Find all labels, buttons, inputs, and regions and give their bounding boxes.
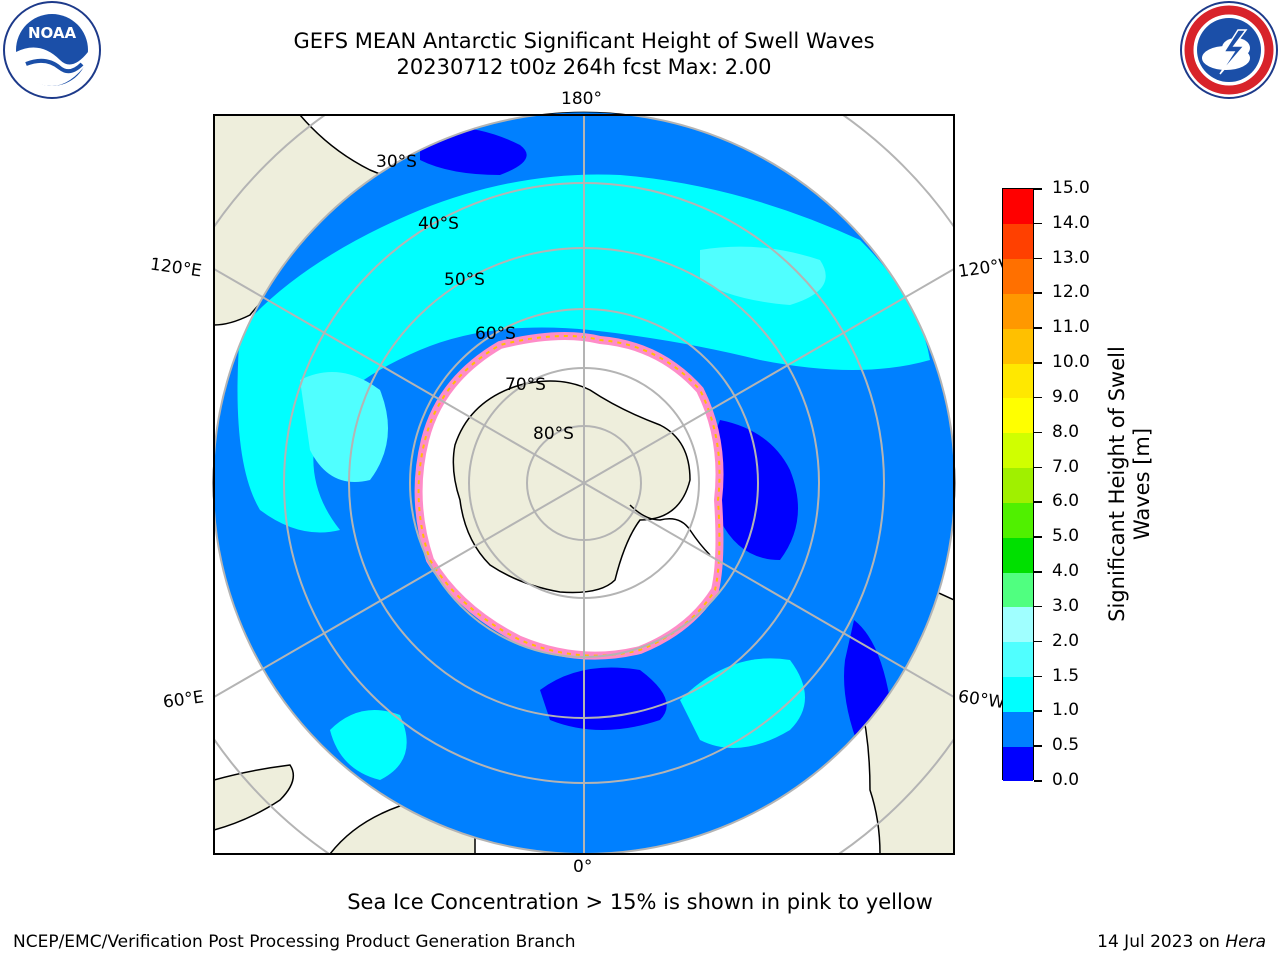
colorbar-segment <box>1003 432 1033 469</box>
nws-logo <box>1180 1 1278 99</box>
colorbar-tick-label: 2.0 <box>1052 630 1080 651</box>
colorbar-tick-label: 4.0 <box>1052 561 1080 582</box>
map-frame <box>213 114 955 855</box>
colorbar-tick <box>1034 780 1042 782</box>
colorbar-segment <box>1003 328 1033 364</box>
colorbar-tick-label: 10.0 <box>1052 352 1090 373</box>
colorbar-tick <box>1034 188 1042 190</box>
graticule <box>214 115 954 854</box>
colorbar-tick-label: 6.0 <box>1052 491 1080 512</box>
colorbar <box>1002 188 1034 782</box>
colorbar-tick-label: 1.5 <box>1052 665 1080 686</box>
colorbar-tick <box>1034 257 1042 260</box>
colorbar-tick-label: 15.0 <box>1052 178 1090 198</box>
colorbar-tick-label: 8.0 <box>1052 421 1080 442</box>
colorbar-tick <box>1034 710 1042 712</box>
colorbar-segment <box>1003 711 1033 747</box>
colorbar-segment <box>1003 363 1033 399</box>
colorbar-tick <box>1034 640 1042 643</box>
colorbar-tick <box>1034 362 1042 364</box>
colorbar-tick <box>1034 571 1042 573</box>
colorbar-tick <box>1034 675 1042 678</box>
colorbar-tick <box>1034 292 1042 294</box>
lat-label-40s: 40°S <box>418 214 459 234</box>
colorbar-segment <box>1003 676 1033 712</box>
colorbar-tick <box>1034 605 1042 608</box>
colorbar-tick <box>1034 745 1042 747</box>
colorbar-title: Significant Height of Swell Waves [m] <box>1105 346 1154 622</box>
sea-ice-footnote: Sea Ice Concentration > 15% is shown in … <box>347 890 933 914</box>
footer-date-text: 14 Jul 2023 on <box>1097 932 1226 952</box>
colorbar-tick <box>1034 466 1042 469</box>
colorbar-segment <box>1003 397 1033 434</box>
colorbar-tick-label: 7.0 <box>1052 456 1080 477</box>
chart-subtitle: 20230712 t00z 264h fcst Max: 2.00 <box>396 55 772 79</box>
footer-credit: NCEP/EMC/Verification Post Processing Pr… <box>13 932 576 952</box>
colorbar-segment <box>1003 223 1033 260</box>
colorbar-tick <box>1034 536 1042 538</box>
colorbar-tick <box>1034 396 1042 399</box>
colorbar-tick-label: 14.0 <box>1052 212 1090 233</box>
noaa-logo-text: NOAA <box>28 24 77 42</box>
colorbar-segment <box>1003 537 1033 573</box>
noaa-logo: NOAA <box>3 1 101 99</box>
lon-label-180: 180° <box>561 89 602 109</box>
colorbar-tick-label: 9.0 <box>1052 386 1080 407</box>
colorbar-segment <box>1003 189 1033 225</box>
colorbar-tick <box>1034 327 1042 329</box>
lon-label-0: 0° <box>573 857 593 877</box>
colorbar-segment <box>1003 293 1033 329</box>
lat-label-70s: 70°S <box>505 375 546 395</box>
colorbar-tick <box>1034 431 1042 434</box>
footer-date: 14 Jul 2023 on Hera <box>1097 932 1266 952</box>
colorbar-segment <box>1003 258 1033 294</box>
lat-label-50s: 50°S <box>444 270 485 290</box>
footer-host: Hera <box>1225 932 1266 952</box>
colorbar-tick-label: 3.0 <box>1052 595 1080 616</box>
colorbar-segment <box>1003 467 1033 503</box>
colorbar-segment <box>1003 502 1033 538</box>
colorbar-tick-label: 13.0 <box>1052 247 1090 268</box>
colorbar-tick-label: 0.5 <box>1052 735 1080 756</box>
lat-label-80s: 80°S <box>533 424 574 444</box>
lat-label-60s: 60°S <box>475 324 516 344</box>
colorbar-tick <box>1034 501 1042 503</box>
colorbar-segment <box>1003 746 1033 782</box>
colorbar-segment <box>1003 572 1033 608</box>
colorbar-segment <box>1003 606 1033 643</box>
colorbar-tick <box>1034 222 1042 225</box>
colorbar-tick-label: 12.0 <box>1052 282 1090 303</box>
colorbar-tick-label: 11.0 <box>1052 317 1090 338</box>
colorbar-tick-label: 5.0 <box>1052 526 1080 547</box>
lat-label-30s: 30°S <box>376 152 417 172</box>
chart-title: GEFS MEAN Antarctic Significant Height o… <box>293 29 875 53</box>
colorbar-tick-label: 0.0 <box>1052 770 1080 790</box>
colorbar-segment <box>1003 641 1033 678</box>
colorbar-tick-label: 1.0 <box>1052 700 1080 721</box>
